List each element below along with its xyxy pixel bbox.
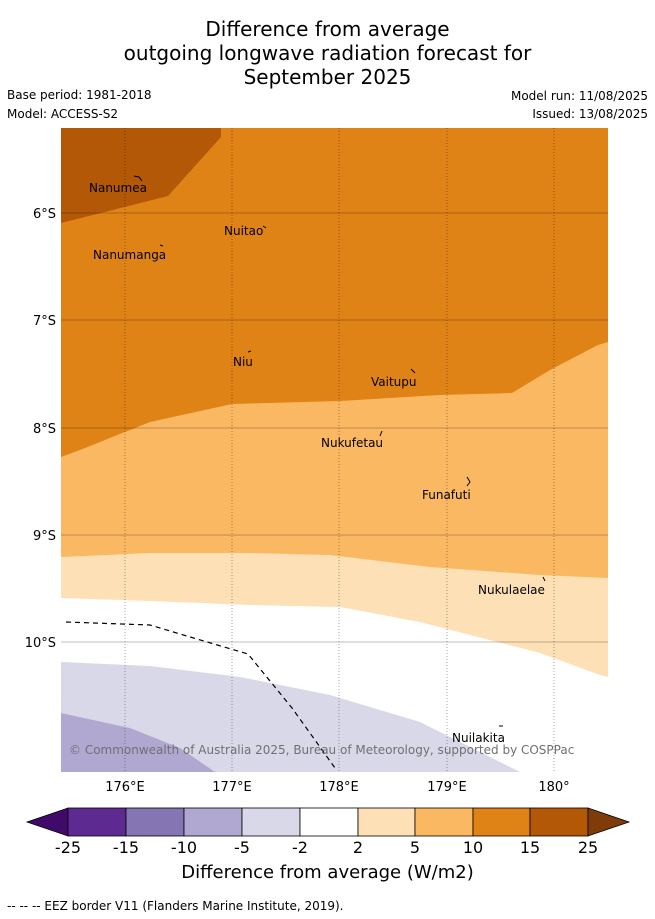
lat-tick-label: 8°S (33, 422, 56, 437)
place-label-nanumea: Nanumea (89, 181, 147, 195)
colorbar-tick-label: 25 (577, 838, 599, 857)
lon-tick-label: 176°E (105, 780, 145, 795)
axis-ticks: 6°S 7°S 8°S 9°S 10°S 176°E 177°E 178°E 179°E 180° (25, 207, 570, 795)
island-nanumanga (159, 244, 164, 247)
lat-tick-label: 7°S (33, 314, 56, 329)
island-nuitao (262, 225, 267, 229)
colorbar-segment (472, 807, 531, 837)
place-label-nukufetau: Nukufetau (321, 436, 383, 450)
colorbar-segment (299, 807, 359, 837)
colorbar-arrow-low (25, 807, 69, 837)
model-run: Model run: 11/08/2025 (510, 89, 648, 103)
lon-tick-label: 178°E (319, 780, 359, 795)
colorbar-title: Difference from average (W/m2) (181, 862, 474, 883)
colorbar-tick-label: -5 (234, 838, 250, 857)
colorbar-segment (183, 807, 243, 837)
title-line-2: outgoing longwave radiation forecast for (123, 41, 532, 65)
island-funafuti (466, 476, 471, 487)
place-label-nuitao: Nuitao (224, 224, 263, 238)
model-name: Model: ACCESS-S2 (7, 107, 119, 121)
place-labels: Nanumea Nuitao Nanumanga Niu Vaitupu Nuk… (89, 181, 545, 745)
islands (133, 175, 546, 727)
map-fill-layers (61, 128, 608, 772)
lon-tick-label: 179°E (427, 780, 467, 795)
colorbar-segment (414, 807, 474, 837)
colorbar-segment (529, 807, 589, 837)
colorbar-tick-label: -25 (54, 838, 82, 857)
colorbar-segment (241, 807, 301, 837)
island-niu (247, 350, 252, 353)
colorbar-segment (357, 807, 416, 837)
issued-date: Issued: 13/08/2025 (532, 107, 648, 121)
island-nukulaelae (542, 576, 546, 582)
band-15-to-25 (61, 128, 221, 223)
island-vaitupu (410, 368, 416, 374)
lat-tick-label: 6°S (33, 207, 56, 222)
colorbar-segment (67, 807, 127, 837)
copyright-notice: © Commonwealth of Australia 2025, Bureau… (69, 743, 574, 757)
lat-tick-label: 9°S (33, 529, 56, 544)
place-label-nuilakita: Nuilakita (452, 731, 505, 745)
colorbar-tick-label: -2 (292, 838, 308, 857)
place-label-nukulaelae: Nukulaelae (478, 583, 545, 597)
eez-footnote: -- -- -- EEZ border V11 (Flanders Marine… (7, 899, 344, 913)
colorbar-arrow-high (587, 807, 631, 837)
lat-tick-label: 10°S (25, 636, 56, 651)
title-line-3: September 2025 (243, 65, 412, 89)
place-label-nanumanga: Nanumanga (93, 248, 166, 262)
lon-tick-label: 177°E (212, 780, 252, 795)
chart-title: Difference from average outgoing longwav… (0, 17, 655, 89)
title-line-1: Difference from average (205, 17, 450, 41)
band-neg10-to-neg5 (61, 713, 215, 772)
colorbar-tick-label: -15 (112, 838, 140, 857)
colorbar (25, 807, 631, 837)
band-neg5-to-neg2 (61, 662, 520, 772)
graticule (61, 128, 608, 772)
island-nukufetau (379, 430, 383, 437)
colorbar-tick-label: 2 (352, 838, 364, 857)
place-label-funafuti: Funafuti (422, 488, 471, 502)
place-label-vaitupu: Vaitupu (371, 375, 417, 389)
colorbar-tick-label: 15 (519, 838, 541, 857)
lon-tick-label: 180° (538, 780, 569, 795)
colorbar-tick-label: 10 (462, 838, 484, 857)
island-nanumea (133, 175, 143, 182)
place-label-niu: Niu (233, 355, 253, 369)
colorbar-tick-label: -10 (170, 838, 198, 857)
colorbar-segment (125, 807, 185, 837)
colorbar-tick-label: 5 (409, 838, 421, 857)
base-period: Base period: 1981-2018 (7, 88, 152, 102)
